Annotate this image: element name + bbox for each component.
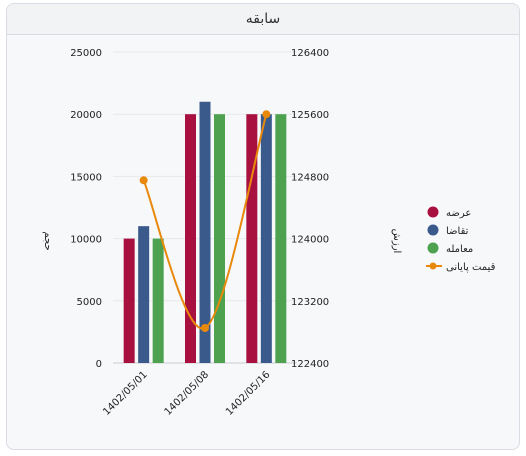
y-right-tick-label: 122400 bbox=[291, 359, 329, 370]
y-left-tick-label: 5000 bbox=[77, 297, 102, 308]
y-right-tick-label: 125600 bbox=[291, 110, 329, 121]
bar bbox=[152, 238, 164, 363]
y-right-tick-label: 126400 bbox=[291, 48, 329, 59]
y-left-tick-label: 25000 bbox=[70, 48, 102, 59]
x-tick-label: 1402/05/08 bbox=[163, 369, 212, 418]
x-tick-label: 1402/05/01 bbox=[101, 369, 150, 418]
x-tick-label: 1402/05/16 bbox=[224, 369, 273, 418]
bar bbox=[199, 101, 211, 363]
line-point bbox=[139, 176, 148, 185]
legend-label: معامله bbox=[446, 244, 473, 255]
panel-title: سابقه bbox=[7, 4, 519, 35]
legend-label: تقاضا bbox=[446, 226, 469, 237]
bar bbox=[123, 238, 135, 363]
line-point bbox=[201, 324, 209, 333]
bar bbox=[214, 114, 225, 363]
y-right-tick-label: 124000 bbox=[291, 235, 329, 246]
history-chart: 0 5000 10000 15000 20000 25000 122400 123200 124… bbox=[42, 48, 496, 418]
history-panel: سابقه 0 5000 10000 15000 20000 25000 122400 123… bbox=[6, 3, 520, 450]
legend-label: قیمت پایانی bbox=[446, 262, 496, 273]
y-right-tick-label: 123200 bbox=[291, 297, 329, 308]
bar bbox=[275, 114, 287, 363]
bar bbox=[138, 226, 150, 363]
y-left-tick-label: 15000 bbox=[70, 172, 102, 183]
legend-marker bbox=[427, 206, 439, 218]
legend-marker bbox=[427, 242, 439, 254]
y-left-tick-label: 0 bbox=[96, 359, 102, 370]
bar bbox=[246, 114, 258, 363]
y-left-tick-label: 20000 bbox=[70, 110, 102, 121]
line-point bbox=[262, 110, 271, 119]
y-left-tick-label: 10000 bbox=[70, 235, 102, 246]
legend-marker bbox=[427, 224, 439, 236]
legend-marker bbox=[429, 262, 437, 270]
bar bbox=[185, 114, 196, 363]
y-right-tick-label: 124800 bbox=[291, 172, 329, 183]
legend-label: عرضه bbox=[446, 208, 471, 219]
y-left-axis-label: حجم bbox=[42, 231, 53, 250]
y-right-axis-label: ارزش bbox=[391, 229, 402, 254]
bar bbox=[260, 114, 272, 363]
